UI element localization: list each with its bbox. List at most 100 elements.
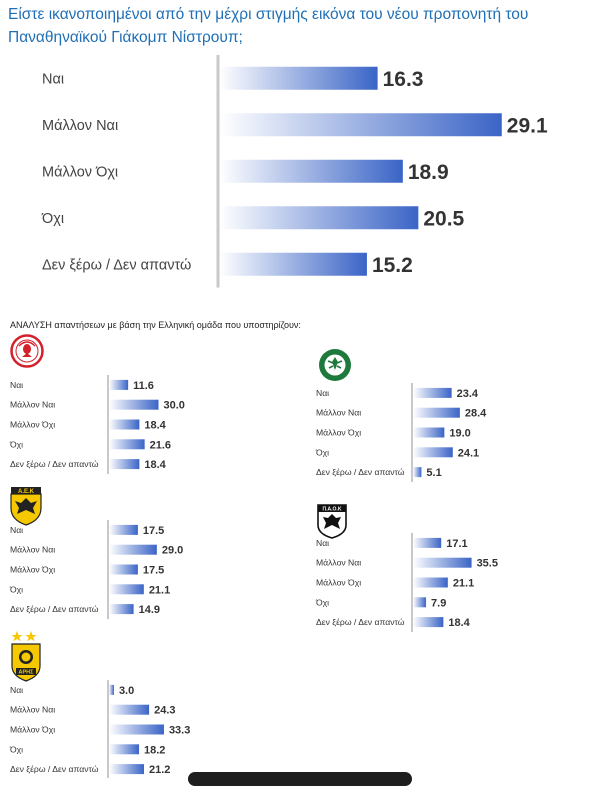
category-label: Όχι: [315, 597, 329, 607]
olympiacos-bar-chart: Ναι 11.6 Μάλλον Ναι 30.0 Μάλλον Όχι 18.4 Όχι 21…: [9, 375, 185, 474]
value-label: 18.9: [408, 161, 449, 184]
bar: [413, 447, 453, 458]
bar: [413, 537, 442, 548]
aek-bar-chart: Ναι 17.5 Μάλλον Ναι 29.0 Μάλλον Όχι 17.5 Όχι 21…: [9, 520, 183, 619]
value-label: 17.5: [143, 525, 164, 537]
category-label: Ναι: [10, 380, 23, 390]
bar: [219, 252, 367, 276]
value-label: 20.5: [423, 207, 464, 230]
category-label: Μάλλον Όχι: [316, 428, 361, 438]
category-label: Ναι: [42, 71, 64, 87]
bar: [109, 584, 144, 595]
page-title: Είστε ικανοποιημένοι από την μέχρι στιγμ…: [8, 6, 529, 46]
value-label: 7.9: [431, 597, 446, 609]
value-label: 21.2: [149, 764, 170, 776]
value-label: 17.1: [446, 538, 467, 550]
bar: [109, 604, 134, 615]
value-label: 21.1: [453, 578, 474, 590]
value-label: 24.3: [154, 705, 175, 717]
bar: [109, 724, 164, 735]
category-label: Ναι: [316, 388, 329, 398]
category-label: Μάλλον Ναι: [10, 705, 55, 715]
category-label: Δεν ξέρω / Δεν απαντώ: [10, 604, 99, 614]
value-label: 30.0: [164, 400, 185, 412]
category-label: Όχι: [9, 584, 23, 594]
category-label: Όχι: [9, 744, 23, 754]
bar: [413, 577, 448, 588]
category-label: Μάλλον Ναι: [10, 545, 55, 555]
category-label: Μάλλον Ναι: [316, 558, 361, 568]
value-label: 23.4: [457, 388, 479, 400]
bar: [109, 744, 140, 755]
category-label: Όχι: [315, 447, 329, 457]
category-label: Μάλλον Ναι: [316, 408, 361, 418]
value-label: 18.4: [144, 420, 166, 432]
bar: [413, 427, 445, 438]
category-label: Δεν ξέρω / Δεν απαντώ: [10, 764, 99, 774]
bar: [109, 379, 129, 390]
category-label: Μάλλον Ναι: [42, 118, 118, 134]
aris-bar-chart: Ναι 3.0 Μάλλον Ναι 24.3 Μάλλον Όχι 33.3 Όχι 18.…: [9, 680, 190, 778]
value-label: 3.0: [119, 685, 134, 697]
category-label: Δεν ξέρω / Δεν απαντώ: [42, 257, 191, 273]
bar: [109, 764, 144, 775]
value-label: 15.2: [372, 254, 413, 277]
bar: [219, 113, 502, 137]
value-label: 18.4: [144, 459, 166, 471]
paok-crest-icon: Π.Α.Ο.Κ: [317, 504, 347, 539]
value-label: 29.0: [162, 545, 183, 557]
bar: [413, 407, 460, 418]
bar: [219, 206, 419, 230]
value-label: 21.6: [150, 439, 171, 451]
value-label: 14.9: [139, 604, 160, 616]
bar: [413, 557, 472, 568]
value-label: 18.2: [144, 744, 165, 756]
category-label: Δεν ξέρω / Δεν απαντώ: [316, 617, 405, 627]
value-label: 33.3: [169, 725, 190, 737]
category-label: Μάλλον Όχι: [10, 565, 55, 575]
bar: [109, 399, 159, 410]
main-bar-chart: Ναι 16.3 Μάλλον Ναι 29.1 Μάλλον Όχι 18.9 Όχι 20…: [41, 55, 548, 288]
value-label: 29.1: [507, 114, 548, 137]
bar: [219, 159, 403, 183]
analysis-subtitle: ΑΝΑΛΥΣΗ απαντήσεων με βάση την Ελληνική …: [10, 320, 301, 330]
category-label: Μάλλον Όχι: [10, 420, 55, 430]
category-label: Ναι: [316, 538, 329, 548]
category-label: Μάλλον Ναι: [10, 400, 55, 410]
bar: [109, 684, 114, 695]
bar: [413, 617, 444, 628]
panathinaikos-bar-chart: Ναι 23.4 Μάλλον Ναι 28.4 Μάλλον Όχι 19.0 Όχι 24…: [315, 383, 487, 482]
category-label: Μάλλον Όχι: [10, 725, 55, 735]
bar: [219, 66, 378, 90]
value-label: 11.6: [133, 380, 154, 392]
bar: [109, 564, 138, 575]
aris-crest-icon: ΑΡΗΣ: [11, 631, 41, 682]
value-label: 17.5: [143, 565, 164, 577]
category-label: Μάλλον Όχι: [42, 164, 118, 180]
bar: [413, 597, 427, 608]
category-label: Μάλλον Όχι: [316, 578, 361, 588]
value-label: 19.0: [449, 428, 470, 440]
value-label: 28.4: [465, 408, 487, 420]
olympiacos-crest-icon: [10, 334, 44, 368]
value-label: 18.4: [448, 617, 470, 629]
bar: [109, 459, 140, 470]
value-label: 5.1: [426, 467, 441, 479]
category-label: Όχι: [9, 439, 23, 449]
category-label: Ναι: [10, 525, 23, 535]
paok-logo-text: Π.Α.Ο.Κ: [323, 507, 342, 513]
aek-logo-text: Α.Ε.Κ: [18, 489, 35, 495]
value-label: 35.5: [477, 558, 498, 570]
aek-crest-icon: Α.Ε.Κ: [10, 487, 42, 526]
bar: [109, 544, 157, 555]
bar: [413, 387, 452, 398]
value-label: 24.1: [458, 447, 479, 459]
value-label: 21.1: [149, 584, 170, 596]
paok-bar-chart: Ναι 17.1 Μάλλον Ναι 35.5 Μάλλον Όχι 21.1 Όχι 7.…: [315, 533, 498, 632]
bar: [109, 524, 138, 535]
value-label: 16.3: [383, 68, 424, 91]
category-label: Ναι: [10, 685, 23, 695]
aris-logo-text: ΑΡΗΣ: [19, 670, 35, 676]
panathinaikos-crest-icon: [319, 349, 351, 381]
bar: [109, 419, 140, 430]
